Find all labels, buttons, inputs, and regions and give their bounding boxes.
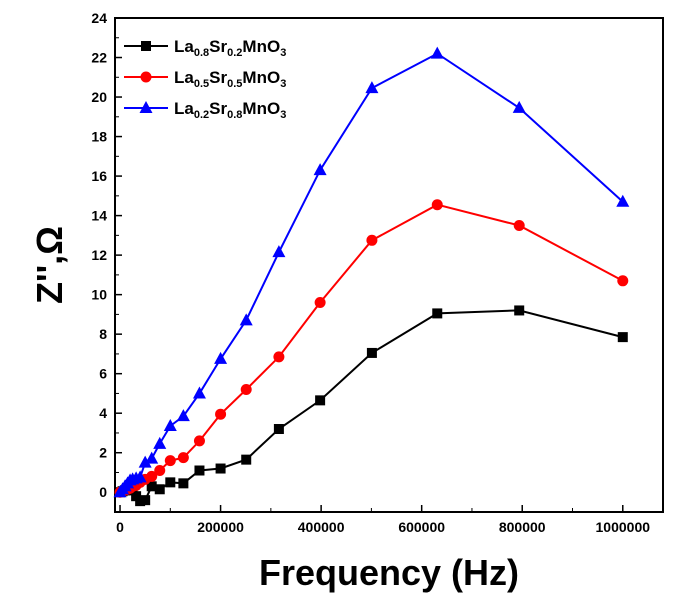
y-tick-label: 10: [91, 287, 107, 303]
legend-marker: [139, 101, 153, 113]
series-layer: [113, 46, 630, 507]
legend-label-part: Sr: [209, 37, 227, 56]
legend-label-subscript: 0.2: [194, 109, 209, 121]
x-tick-label: 0: [116, 519, 124, 535]
legend-label: La0.5Sr0.5MnO3: [174, 68, 286, 90]
data-point: [616, 194, 630, 207]
data-point: [215, 463, 226, 474]
legend-label-subscript: 3: [280, 109, 286, 121]
data-point: [512, 100, 526, 113]
data-point: [513, 219, 525, 231]
plot-frame: [114, 17, 664, 513]
data-point: [315, 395, 326, 406]
data-point: [140, 495, 151, 506]
legend-label-part: Sr: [209, 99, 227, 118]
x-tick-label: 200000: [197, 519, 244, 535]
legend-item: La0.5Sr0.5MnO3: [124, 68, 286, 90]
data-point: [163, 419, 177, 432]
data-point: [135, 496, 146, 507]
legend-marker: [140, 71, 152, 83]
data-point: [431, 199, 443, 211]
data-point: [178, 478, 189, 489]
data-point: [239, 313, 253, 326]
legend-item: La0.2Sr0.8MnO3: [124, 99, 286, 121]
legend-label-part: MnO: [242, 68, 280, 87]
data-point: [192, 386, 206, 399]
data-point: [313, 163, 327, 176]
y-tick-label: 2: [99, 445, 107, 461]
data-point: [146, 481, 157, 492]
y-tick-label: 22: [91, 50, 107, 66]
data-point: [165, 477, 176, 488]
legend-label-subscript: 0.2: [227, 47, 242, 59]
x-tick-label: 600000: [398, 519, 445, 535]
legend-label: La0.2Sr0.8MnO3: [174, 99, 286, 121]
data-point: [366, 347, 377, 358]
data-point: [133, 470, 147, 483]
data-point: [138, 455, 152, 468]
data-point: [430, 46, 444, 59]
data-point: [176, 409, 190, 422]
data-point: [177, 452, 189, 464]
data-point: [145, 451, 159, 464]
data-point: [366, 234, 378, 246]
legend-label-part: MnO: [242, 99, 280, 118]
data-point: [617, 332, 628, 343]
data-point: [194, 465, 205, 476]
y-tick-label: 14: [91, 208, 107, 224]
data-point: [314, 297, 326, 309]
data-point: [365, 81, 379, 94]
data-point: [514, 305, 525, 316]
legend-label-part: La: [174, 99, 194, 118]
y-tick-label: 6: [99, 366, 107, 382]
legend-label-subscript: 3: [280, 78, 286, 90]
legend-label-subscript: 0.8: [194, 47, 209, 59]
legend-item: La0.8Sr0.2MnO3: [124, 37, 286, 59]
data-point: [154, 484, 165, 495]
data-point: [193, 435, 205, 447]
y-tick-label: 18: [91, 129, 107, 145]
legend-label-subscript: 0.5: [227, 78, 242, 90]
data-point: [146, 470, 158, 482]
data-point: [215, 408, 227, 420]
data-point: [240, 383, 252, 395]
data-point: [432, 308, 443, 319]
data-point: [214, 351, 228, 364]
data-point: [164, 455, 176, 467]
legend-label-subscript: 0.8: [227, 109, 242, 121]
axis-ticks: 0 200000 400000 600000 800000 100000002468101…: [91, 10, 650, 535]
x-tick-label: 400000: [298, 519, 345, 535]
legend-label: La0.8Sr0.2MnO3: [174, 37, 286, 59]
legend-marker: [141, 41, 151, 51]
x-tick-label: 800000: [499, 519, 546, 535]
data-point: [272, 245, 286, 258]
y-tick-label: 4: [99, 405, 107, 421]
y-tick-label: 12: [91, 247, 107, 263]
legend-label-subscript: 0.5: [194, 78, 209, 90]
legend-label-part: La: [174, 68, 194, 87]
series-triangle: [113, 46, 630, 498]
data-point: [273, 351, 285, 363]
legend-label-part: MnO: [242, 37, 280, 56]
y-tick-label: 0: [99, 484, 107, 500]
data-point: [153, 436, 167, 449]
legend-label-subscript: 3: [280, 47, 286, 59]
x-axis-title: Frequency (Hz): [259, 552, 519, 593]
data-point: [241, 454, 252, 465]
legend: La0.8Sr0.2MnO3La0.5Sr0.5MnO3La0.2Sr0.8Mn…: [124, 37, 286, 121]
y-axis-title: Z'',Ω: [29, 226, 70, 304]
x-tick-label: 1000000: [596, 519, 651, 535]
legend-label-part: La: [174, 37, 194, 56]
y-tick-label: 8: [99, 326, 107, 342]
data-point: [617, 275, 629, 287]
data-point: [273, 424, 284, 435]
legend-label-part: Sr: [209, 68, 227, 87]
y-tick-label: 20: [91, 89, 107, 105]
y-tick-label: 16: [91, 168, 107, 184]
data-point: [154, 465, 166, 477]
y-tick-label: 24: [91, 10, 107, 26]
